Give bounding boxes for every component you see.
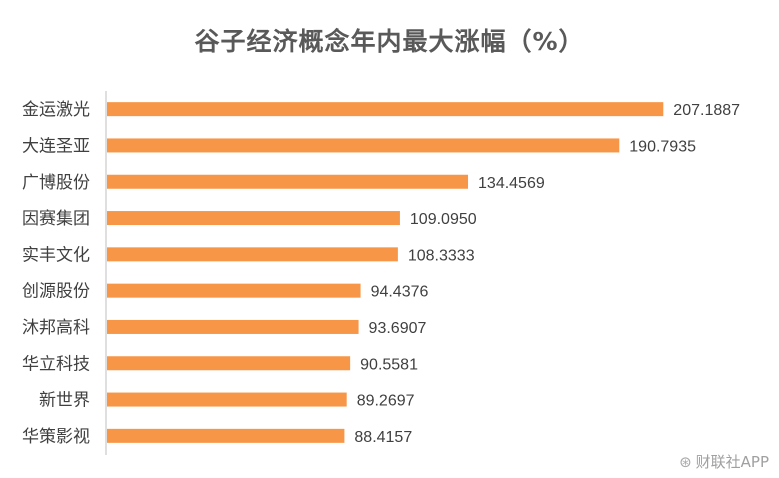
bar bbox=[107, 356, 351, 371]
category-label: 创源股份 bbox=[22, 282, 90, 302]
weibo-icon: ⊛ bbox=[679, 452, 692, 471]
data-label: 109.0950 bbox=[410, 211, 477, 228]
watermark-text: 财联社APP bbox=[695, 453, 769, 471]
data-label: 207.1887 bbox=[673, 102, 740, 119]
data-label: 88.4157 bbox=[354, 429, 412, 446]
data-label: 93.6907 bbox=[369, 320, 427, 337]
bar bbox=[107, 283, 361, 298]
data-label: 108.3333 bbox=[408, 247, 475, 264]
chart-title: 谷子经济概念年内最大涨幅（%） bbox=[194, 27, 585, 56]
data-label: 134.4569 bbox=[478, 175, 545, 192]
category-label: 华立科技 bbox=[22, 354, 90, 374]
bar bbox=[107, 319, 359, 334]
category-label: 因赛集团 bbox=[22, 208, 90, 229]
category-label: 广博股份 bbox=[22, 173, 90, 193]
watermark: ⊛ 财联社APP bbox=[679, 451, 769, 472]
data-label: 94.4376 bbox=[371, 284, 429, 301]
bar bbox=[107, 392, 347, 407]
bar bbox=[107, 211, 400, 226]
bar bbox=[107, 138, 620, 153]
category-label: 新世界 bbox=[39, 391, 90, 411]
category-label: 沐邦高科 bbox=[22, 318, 90, 338]
category-label: 金运激光 bbox=[22, 100, 90, 120]
category-label: 大连圣亚 bbox=[22, 136, 90, 156]
category-label: 实丰文化 bbox=[22, 245, 90, 265]
bar bbox=[107, 428, 345, 443]
data-label: 89.2697 bbox=[357, 393, 415, 410]
bar bbox=[107, 174, 469, 189]
bar bbox=[107, 102, 664, 117]
category-label: 华策影视 bbox=[22, 427, 90, 447]
data-label: 190.7935 bbox=[629, 138, 696, 155]
bar bbox=[107, 247, 398, 262]
data-label: 90.5581 bbox=[360, 356, 418, 373]
